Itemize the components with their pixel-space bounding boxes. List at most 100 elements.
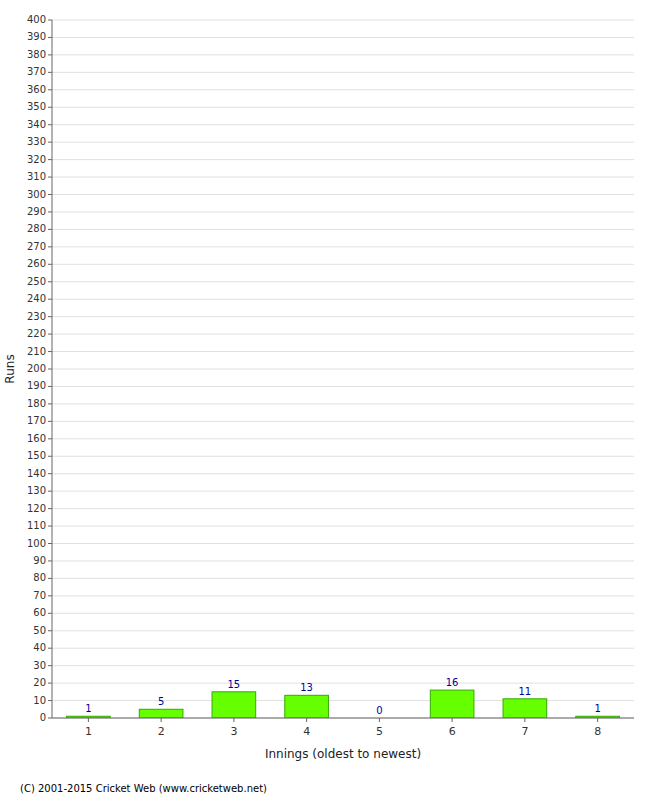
grid-line xyxy=(52,89,634,90)
y-tick-label: 100 xyxy=(27,538,46,549)
grid-line xyxy=(52,595,634,596)
grid-line xyxy=(52,456,634,457)
y-tick-label: 390 xyxy=(27,31,46,42)
bar xyxy=(285,695,329,718)
grid-line xyxy=(52,351,634,352)
y-tick-label: 140 xyxy=(27,468,46,479)
y-tick xyxy=(48,613,52,614)
y-tick xyxy=(48,369,52,370)
y-tick-label: 230 xyxy=(27,311,46,322)
data-label: 11 xyxy=(519,686,532,697)
grid-line xyxy=(52,229,634,230)
y-axis-label: Runs xyxy=(3,354,17,383)
y-tick xyxy=(48,159,52,160)
y-tick xyxy=(48,142,52,143)
y-tick xyxy=(48,107,52,108)
grid-line xyxy=(52,316,634,317)
y-tick-label: 360 xyxy=(27,84,46,95)
x-tick xyxy=(597,718,598,722)
x-tick-label: 3 xyxy=(230,725,237,738)
y-tick xyxy=(48,194,52,195)
y-tick-label: 320 xyxy=(27,154,46,165)
x-tick xyxy=(452,718,453,722)
x-tick-label: 6 xyxy=(449,725,456,738)
grid-line xyxy=(52,72,634,73)
y-tick xyxy=(48,508,52,509)
y-tick-label: 50 xyxy=(33,625,46,636)
grid-line xyxy=(52,648,634,649)
x-tick-label: 1 xyxy=(85,725,92,738)
y-tick-label: 80 xyxy=(33,572,46,583)
bar xyxy=(503,699,547,718)
y-tick xyxy=(48,264,52,265)
y-tick xyxy=(48,54,52,55)
y-tick-label: 270 xyxy=(27,241,46,252)
grid-line xyxy=(52,613,634,614)
y-tick-label: 200 xyxy=(27,363,46,374)
y-tick xyxy=(48,543,52,544)
grid-line xyxy=(52,421,634,422)
grid-line xyxy=(52,560,634,561)
x-tick xyxy=(233,718,234,722)
grid-line xyxy=(52,438,634,439)
data-label: 13 xyxy=(300,682,313,693)
grid-line xyxy=(52,246,634,247)
y-tick-label: 180 xyxy=(27,398,46,409)
y-tick-label: 10 xyxy=(33,695,46,706)
y-tick-label: 160 xyxy=(27,433,46,444)
x-tick-label: 4 xyxy=(303,725,310,738)
y-tick xyxy=(48,211,52,212)
y-tick xyxy=(48,89,52,90)
data-labels: 151513016111 xyxy=(85,677,601,716)
x-tick xyxy=(379,718,380,722)
footer: (C) 2001-2015 Cricket Web (www.cricketwe… xyxy=(20,783,267,794)
x-tick xyxy=(524,718,525,722)
grid-line xyxy=(52,211,634,212)
y-tick-label: 300 xyxy=(27,189,46,200)
y-tick-label: 190 xyxy=(27,380,46,391)
y-axis-line xyxy=(52,20,53,718)
y-tick xyxy=(48,438,52,439)
y-tick-label: 240 xyxy=(27,293,46,304)
y-tick-label: 30 xyxy=(33,660,46,671)
y-tick-label: 280 xyxy=(27,223,46,234)
x-tick xyxy=(161,718,162,722)
grid-line xyxy=(52,107,634,108)
y-tick xyxy=(48,526,52,527)
y-tick xyxy=(48,578,52,579)
grid-line xyxy=(52,491,634,492)
y-tick xyxy=(48,334,52,335)
y-tick xyxy=(48,560,52,561)
y-tick xyxy=(48,630,52,631)
y-tick xyxy=(48,316,52,317)
y-tick-label: 170 xyxy=(27,415,46,426)
bar xyxy=(430,690,474,718)
grid-line xyxy=(52,403,634,404)
y-tick-label: 370 xyxy=(27,66,46,77)
grid-line xyxy=(52,630,634,631)
grid-line xyxy=(52,369,634,370)
y-tick-label: 20 xyxy=(33,677,46,688)
y-tick-label: 350 xyxy=(27,101,46,112)
y-tick xyxy=(48,20,52,21)
chart-container: 0102030405060708090100110120130140150160… xyxy=(0,0,650,800)
x-axis: 12345678 xyxy=(52,718,634,738)
x-tick-label: 5 xyxy=(376,725,383,738)
grid-line xyxy=(52,543,634,544)
y-tick xyxy=(48,72,52,73)
y-tick-label: 120 xyxy=(27,503,46,514)
y-tick xyxy=(48,403,52,404)
grid-line xyxy=(52,20,634,21)
y-tick-label: 220 xyxy=(27,328,46,339)
bar xyxy=(139,709,183,718)
y-tick xyxy=(48,246,52,247)
y-tick xyxy=(48,37,52,38)
grid-line xyxy=(52,281,634,282)
y-tick-label: 210 xyxy=(27,346,46,357)
chart-svg: 0102030405060708090100110120130140150160… xyxy=(0,0,650,800)
grid-line xyxy=(52,177,634,178)
y-tick xyxy=(48,456,52,457)
grid-line xyxy=(52,159,634,160)
y-tick-label: 40 xyxy=(33,642,46,653)
x-axis-label: Innings (oldest to newest) xyxy=(265,747,421,761)
